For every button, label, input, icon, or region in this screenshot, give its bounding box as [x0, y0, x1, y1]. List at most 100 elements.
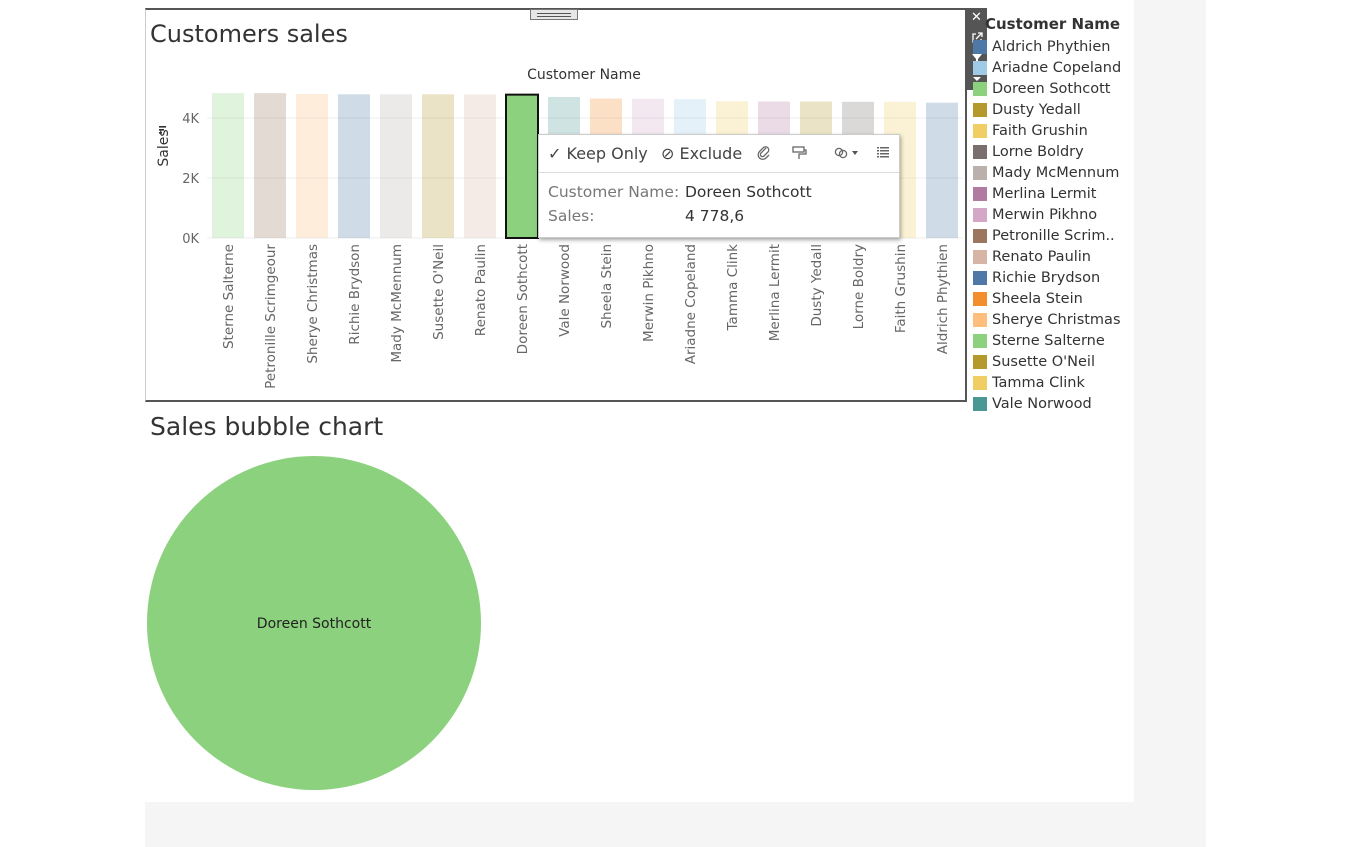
right-gutter: [1134, 0, 1206, 847]
exclude-button[interactable]: ⊘ Exclude: [661, 144, 743, 163]
legend-item[interactable]: Tamma Clink: [973, 372, 1133, 393]
bar-renato-paulin[interactable]: [464, 94, 496, 238]
zone-drag-handle[interactable]: [530, 9, 578, 20]
legend-label: Ariadne Copeland: [992, 59, 1122, 76]
x-tick-label[interactable]: Merlina Lermit: [767, 244, 783, 341]
legend-item[interactable]: Sterne Salterne: [973, 330, 1133, 351]
bubble-chart[interactable]: Doreen Sothcott: [145, 452, 485, 794]
legend-swatch: [973, 39, 987, 54]
legend-item[interactable]: Merlina Lermit: [973, 183, 1133, 204]
legend-swatch: [973, 123, 987, 138]
view-data-icon[interactable]: [876, 145, 890, 163]
legend-label: Aldrich Phythien: [992, 38, 1111, 55]
legend-swatch: [973, 333, 987, 348]
x-tick-label[interactable]: Sterne Salterne: [221, 244, 237, 349]
legend-label: Sherye Christmas: [992, 311, 1121, 328]
legend-item[interactable]: Sheela Stein: [973, 288, 1133, 309]
legend-item[interactable]: Doreen Sothcott: [973, 78, 1133, 99]
group-members-icon[interactable]: [757, 145, 771, 165]
legend-label: Petronille Scrim..: [992, 227, 1115, 244]
bar-sterne-salterne[interactable]: [212, 93, 244, 238]
tooltip-sales-row: Sales: 4 778,6: [548, 207, 744, 225]
close-icon[interactable]: ✕: [971, 10, 982, 25]
legend-label: Faith Grushin: [992, 122, 1088, 139]
legend-swatch: [973, 249, 987, 264]
legend-item[interactable]: Lorne Boldry: [973, 141, 1133, 162]
sort-icon[interactable]: [159, 126, 166, 134]
bar-petronille-scrimgeour[interactable]: [254, 93, 286, 238]
x-tick-label[interactable]: Ariadne Copeland: [683, 244, 699, 364]
legend-item[interactable]: Mady McMennum: [973, 162, 1133, 183]
legend-swatch: [973, 396, 987, 411]
x-tick-label[interactable]: Aldrich Phythien: [935, 244, 951, 354]
legend-label: Tamma Clink: [992, 374, 1085, 391]
legend-item[interactable]: Richie Brydson: [973, 267, 1133, 288]
legend-item[interactable]: Vale Norwood: [973, 393, 1133, 414]
legend-swatch: [973, 354, 987, 369]
legend-item[interactable]: Ariadne Copeland: [973, 57, 1133, 78]
x-tick-label[interactable]: Doreen Sothcott: [515, 244, 531, 354]
legend-swatch: [973, 207, 987, 222]
x-tick-label[interactable]: Petronille Scrimgeour: [263, 244, 279, 389]
legend-item[interactable]: Aldrich Phythien: [973, 36, 1133, 57]
legend-item[interactable]: Petronille Scrim..: [973, 225, 1133, 246]
filter-icon[interactable]: [966, 49, 987, 69]
legend-swatch: [973, 165, 987, 180]
legend-label: Merlina Lermit: [992, 185, 1097, 202]
bottom-gutter: [145, 802, 1206, 847]
legend-item[interactable]: Dusty Yedall: [973, 99, 1133, 120]
x-tick-label[interactable]: Renato Paulin: [473, 244, 489, 336]
bar-doreen-sothcott[interactable]: [505, 93, 539, 239]
x-tick-label[interactable]: Sherye Christmas: [305, 244, 321, 364]
legend-label: Lorne Boldry: [992, 143, 1084, 160]
legend-item[interactable]: Faith Grushin: [973, 120, 1133, 141]
tooltip-action-bar: ✓ Keep Only ⊘ Exclude: [539, 135, 899, 173]
legend-label: Dusty Yedall: [992, 101, 1081, 118]
highlight-icon[interactable]: [791, 145, 807, 165]
legend-swatch: [973, 228, 987, 243]
x-tick-label[interactable]: Richie Brydson: [347, 244, 363, 345]
legend-swatch: [973, 60, 987, 75]
legend-label: Vale Norwood: [992, 395, 1092, 412]
legend-label: Renato Paulin: [992, 248, 1092, 265]
bar-chart[interactable]: Customer Name Sales 0K 2K 4K Sterne Salter…: [145, 60, 967, 402]
legend-item[interactable]: Susette O'Neil: [973, 351, 1133, 372]
x-tick-label[interactable]: Susette O'Neil: [431, 244, 447, 340]
y-axis-title[interactable]: Sales: [156, 129, 172, 166]
x-axis-labels: Sterne Salterne Petronille Scrimgeour Sher…: [221, 244, 951, 389]
legend-swatch: [973, 144, 987, 159]
x-tick-label[interactable]: Tamma Clink: [725, 244, 741, 332]
bar-sherye-christmas[interactable]: [296, 94, 328, 238]
bar-richie-brydson[interactable]: [338, 94, 370, 238]
legend-swatch: [973, 81, 987, 96]
x-tick-label[interactable]: Faith Grushin: [893, 244, 909, 333]
legend-label: Merwin Pikhno: [992, 206, 1098, 223]
tooltip-sales-key: Sales:: [548, 207, 595, 225]
create-set-icon[interactable]: [833, 145, 861, 165]
x-tick-label[interactable]: Lorne Boldry: [851, 244, 867, 329]
legend-label: Sterne Salterne: [992, 332, 1105, 349]
legend-item[interactable]: Sherye Christmas: [973, 309, 1133, 330]
legend-title: Customer Name: [985, 15, 1120, 33]
x-tick-label[interactable]: Sheela Stein: [599, 244, 615, 329]
bar-mady-mcmennum[interactable]: [380, 94, 412, 238]
keep-only-button[interactable]: ✓ Keep Only: [548, 144, 648, 163]
legend-swatch: [973, 375, 987, 390]
more-options-icon[interactable]: [966, 69, 987, 89]
x-tick-label[interactable]: Mady McMennum: [389, 244, 405, 363]
bubble-label: Doreen Sothcott: [257, 616, 372, 632]
x-tick-label[interactable]: Dusty Yedall: [809, 244, 825, 327]
bar-susette-o-neil[interactable]: [422, 94, 454, 238]
y-axis: 0K 2K 4K: [182, 112, 199, 247]
bubble-sheet-title: Sales bubble chart: [150, 412, 384, 441]
tooltip-sales-value: 4 778,6: [685, 207, 745, 225]
legend-item[interactable]: Renato Paulin: [973, 246, 1133, 267]
legend-item[interactable]: Merwin Pikhno: [973, 204, 1133, 225]
tooltip-customer-value: Doreen Sothcott: [685, 183, 812, 201]
bubble-mark[interactable]: [147, 456, 481, 790]
bar-aldrich-phythien[interactable]: [926, 102, 958, 238]
x-tick-label[interactable]: Merwin Pikhno: [641, 244, 657, 342]
legend-label: Sheela Stein: [992, 290, 1083, 307]
legend-label: Richie Brydson: [992, 269, 1101, 286]
x-tick-label[interactable]: Vale Norwood: [557, 244, 573, 337]
